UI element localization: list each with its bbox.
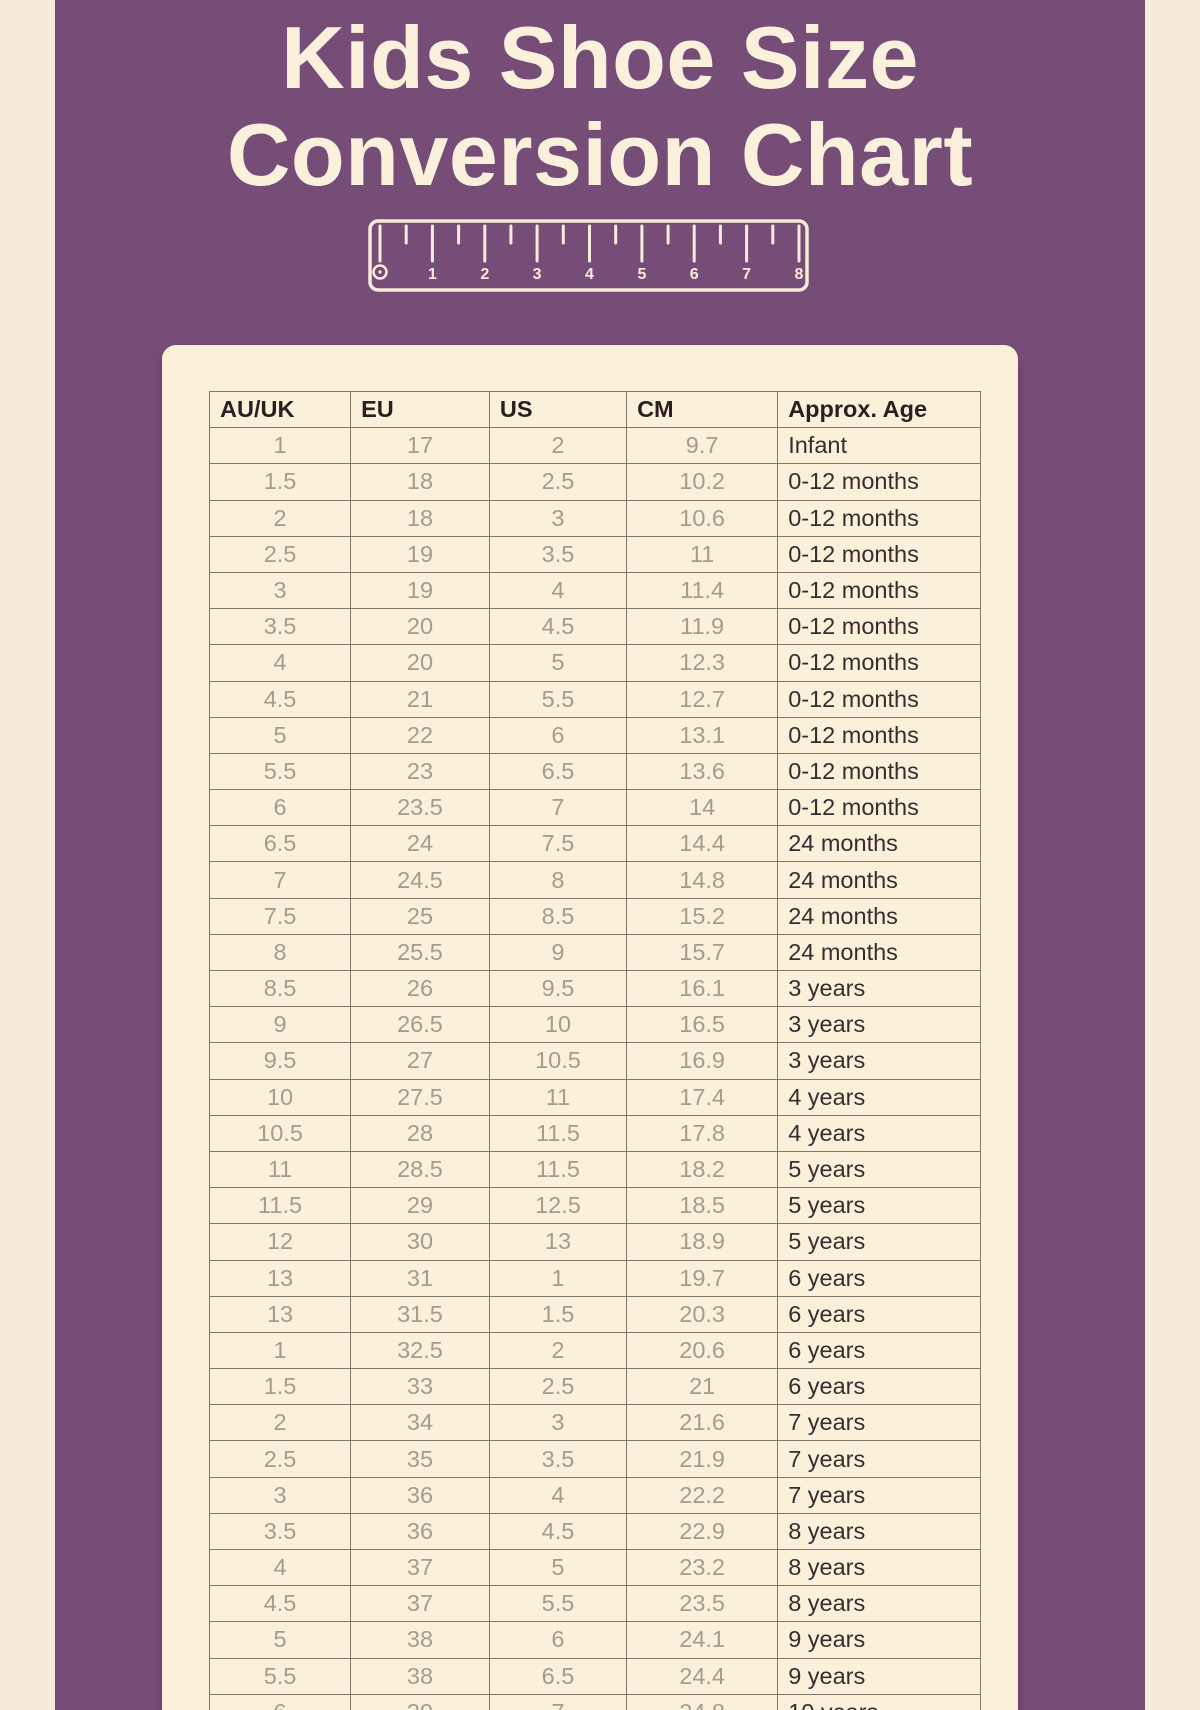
svg-text:7: 7 <box>742 266 751 283</box>
svg-text:1: 1 <box>428 266 437 283</box>
svg-text:3: 3 <box>533 266 542 283</box>
svg-text:5: 5 <box>637 266 646 283</box>
svg-text:6: 6 <box>690 266 699 283</box>
svg-text:4: 4 <box>585 266 594 283</box>
svg-text:8: 8 <box>795 266 804 283</box>
svg-text:2: 2 <box>480 266 489 283</box>
